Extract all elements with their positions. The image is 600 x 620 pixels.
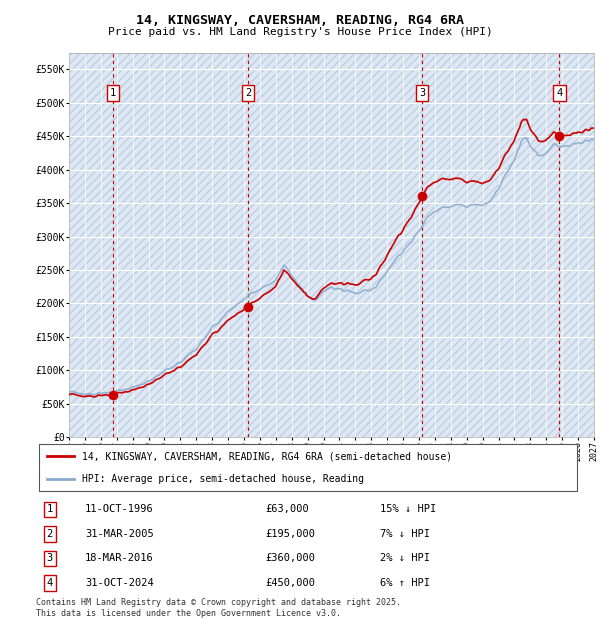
Text: £360,000: £360,000 bbox=[265, 554, 316, 564]
Text: 18-MAR-2016: 18-MAR-2016 bbox=[85, 554, 154, 564]
Text: 4: 4 bbox=[47, 578, 53, 588]
Text: Price paid vs. HM Land Registry's House Price Index (HPI): Price paid vs. HM Land Registry's House … bbox=[107, 27, 493, 37]
Text: £450,000: £450,000 bbox=[265, 578, 316, 588]
Text: 4: 4 bbox=[556, 88, 563, 98]
Text: £195,000: £195,000 bbox=[265, 529, 316, 539]
Text: 7% ↓ HPI: 7% ↓ HPI bbox=[380, 529, 430, 539]
Text: 15% ↓ HPI: 15% ↓ HPI bbox=[380, 505, 436, 515]
Text: 2: 2 bbox=[47, 529, 53, 539]
Text: 1: 1 bbox=[47, 505, 53, 515]
Text: 3: 3 bbox=[419, 88, 425, 98]
Text: 11-OCT-1996: 11-OCT-1996 bbox=[85, 505, 154, 515]
Text: 3: 3 bbox=[47, 554, 53, 564]
FancyBboxPatch shape bbox=[39, 443, 577, 492]
Text: 2: 2 bbox=[245, 88, 251, 98]
Text: 31-OCT-2024: 31-OCT-2024 bbox=[85, 578, 154, 588]
Text: 14, KINGSWAY, CAVERSHAM, READING, RG4 6RA: 14, KINGSWAY, CAVERSHAM, READING, RG4 6R… bbox=[136, 14, 464, 27]
Text: HPI: Average price, semi-detached house, Reading: HPI: Average price, semi-detached house,… bbox=[82, 474, 364, 484]
Text: 14, KINGSWAY, CAVERSHAM, READING, RG4 6RA (semi-detached house): 14, KINGSWAY, CAVERSHAM, READING, RG4 6R… bbox=[82, 451, 452, 461]
Text: 31-MAR-2005: 31-MAR-2005 bbox=[85, 529, 154, 539]
Text: 1: 1 bbox=[110, 88, 116, 98]
Text: £63,000: £63,000 bbox=[265, 505, 309, 515]
Text: 2% ↓ HPI: 2% ↓ HPI bbox=[380, 554, 430, 564]
Text: 6% ↑ HPI: 6% ↑ HPI bbox=[380, 578, 430, 588]
Text: Contains HM Land Registry data © Crown copyright and database right 2025.
This d: Contains HM Land Registry data © Crown c… bbox=[36, 598, 401, 618]
